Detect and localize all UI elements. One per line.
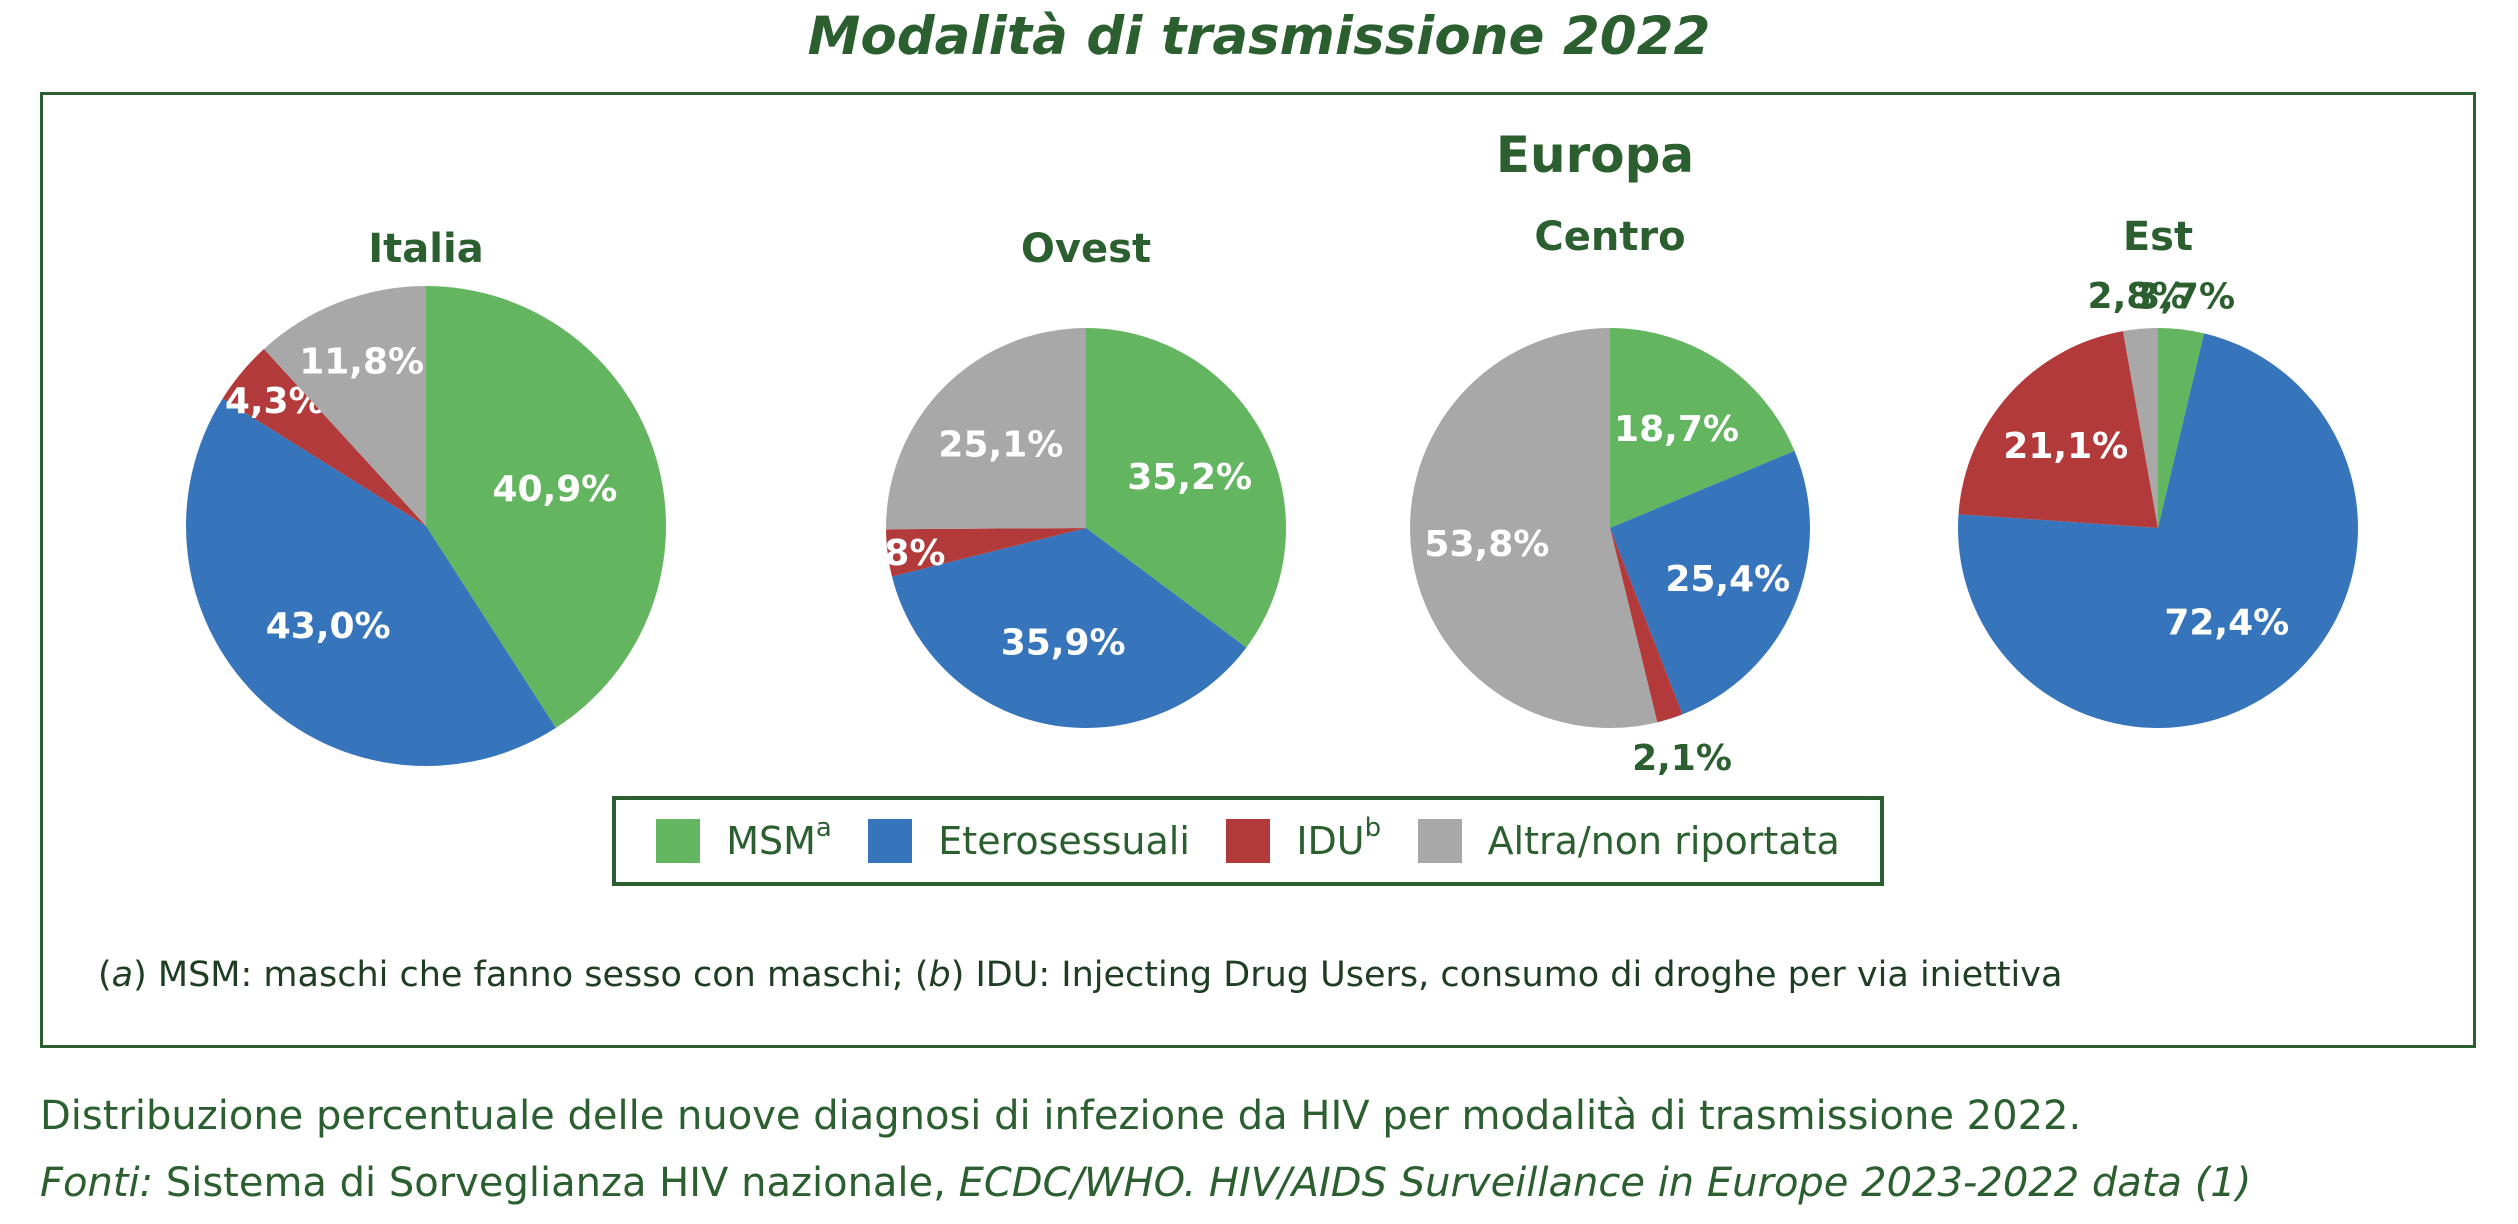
pie-slice-centro-msm [1610,328,1795,528]
legend-item-eterosessuali: Eterosessuali [868,819,1190,863]
pie-title-ovest: Ovest [1021,226,1151,272]
legend-label-altra: Altra/non riportata [1487,819,1840,863]
pie-label-est-msm: 3,7% [2135,277,2235,318]
legend-label-msm: MSMa [726,813,832,863]
pie-label-ovest-eterosessuali: 35,9% [1001,623,1126,664]
legend-swatch-msm [656,819,701,863]
pie-slice-ovest-altra [886,327,1086,530]
pie-slice-est-eterosessuali [1958,333,2358,728]
pie-label-centro-msm: 18,7% [1614,409,1739,450]
legend: MSMa Eterosessuali IDUb Altra/non riport… [612,796,1884,886]
pie-label-ovest-altra: 25,1% [938,424,1063,465]
footnote: (a) MSM: maschi che fanno sesso con masc… [98,955,2063,995]
pie-slice-italia-altra [263,286,426,526]
legend-swatch-eterosessuali [868,819,913,863]
pie-slice-est-altra [2122,328,2158,528]
legend-item-msm: MSMa [656,813,832,863]
legend-label-eterosessuali: Eterosessuali [938,819,1190,863]
pie-label-centro-idu: 2,1% [1632,738,1732,779]
pie-slice-ovest-msm [1086,328,1286,648]
pie-label-italia-msm: 40,9% [492,469,617,510]
pie-title-centro: Centro [1534,214,1685,260]
figure-caption: Distribuzione percentuale delle nuove di… [40,1093,2082,1139]
pie-label-ovest-msm: 35,2% [1127,457,1252,498]
pie-label-ovest-idu: 3,8% [846,533,946,574]
legend-item-altra: Altra/non riportata [1417,819,1840,863]
legend-swatch-altra [1417,819,1462,863]
pie-slice-ovest-eterosessuali [891,528,1247,728]
pie-slice-centro-eterosessuali [1610,450,1810,715]
pie-label-est-eterosessuali: 72,4% [2164,602,2289,643]
pie-label-centro-eterosessuali: 25,4% [1665,559,1790,600]
legend-item-idu: IDUb [1226,813,1382,863]
pie-label-italia-altra: 11,8% [299,341,424,382]
figure-source: Fonti: Sistema di Sorveglianza HIV nazio… [40,1160,2252,1206]
pie-slice-est-idu [1958,331,2158,528]
pie-label-italia-eterosessuali: 43,0% [266,606,391,647]
pie-slice-centro-idu [1610,528,1683,723]
legend-swatch-idu [1226,819,1271,863]
pie-label-centro-altra: 53,8% [1424,524,1549,565]
europa-group-title: Europa [1496,126,1694,184]
pie-slice-est-msm [2158,328,2205,528]
pie-slice-italia-eterosessuali [185,398,556,767]
pie-slice-ovest-idu [886,528,1086,577]
pie-title-est: Est [2123,214,2193,260]
pie-label-est-idu: 21,1% [2003,426,2128,467]
pie-slice-centro-altra [1409,328,1658,729]
legend-label-idu: IDUb [1296,813,1382,863]
pie-title-italia: Italia [368,226,483,272]
chart-title: Modalità di trasmissione 2022 [807,6,1711,67]
pie-slice-italia-idu [222,348,426,526]
pie-label-est-altra: 2,8% [2088,276,2188,317]
chart-frame [40,92,2476,1048]
pie-slice-italia-msm [426,286,667,728]
